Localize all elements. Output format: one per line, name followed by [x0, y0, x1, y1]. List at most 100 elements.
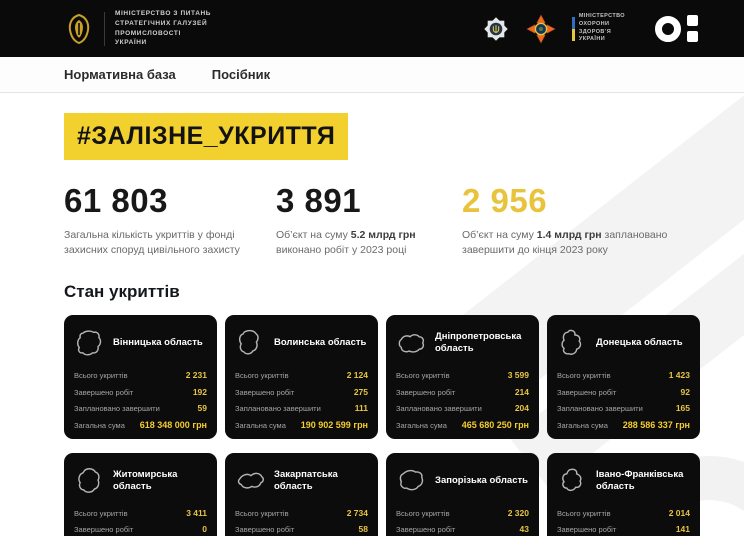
stat-number-accent: 2 956 [462, 182, 548, 219]
ministry-strategic-title: МІНІСТЕРСТВО З ПИТАНЬ СТРАТЕГІЧНИХ ГАЛУЗ… [115, 9, 211, 48]
stat-label: Всього укриттів [74, 508, 128, 518]
stat-label: Завершено робіт [74, 525, 134, 535]
region-stats: Всього укриттів 2 231 Завершено робіт 19… [74, 370, 207, 430]
region-card-header: Житомирська область [74, 461, 207, 501]
stat-label: Всього укриттів [557, 371, 611, 381]
stat-label: Всього укриттів [235, 371, 289, 381]
mia-octagram-emblem-icon[interactable] [482, 15, 510, 43]
stat-row-completed: Завершено робіт 192 [74, 387, 207, 397]
region-name: Волинська область [274, 337, 367, 349]
stat-row-total: Всього укриттів 2 124 [235, 370, 368, 380]
ministry-health-line: УКРАЇНИ [578, 36, 606, 43]
region-card-header: Запорізька область [396, 461, 529, 501]
stat-row-planned: Заплановано завершити 165 [557, 403, 690, 413]
region-card: Вінницька область Всього укриттів 2 231 … [64, 315, 217, 439]
stat-label: Завершено робіт [235, 525, 295, 535]
stat-number: 61 803 [64, 182, 168, 219]
stat-label: Загальна сума [396, 420, 447, 430]
ministry-strategic-logo[interactable]: МІНІСТЕРСТВО З ПИТАНЬ СТРАТЕГІЧНИХ ГАЛУЗ… [64, 9, 211, 48]
summary-stats: 61 803 Загальна кількість укриттів у фон… [64, 182, 744, 258]
region-card-header: Закарпатська область [235, 461, 368, 501]
region-card: Житомирська область Всього укриттів 3 41… [64, 452, 217, 536]
region-name: Івано-Франківська область [596, 468, 684, 492]
stat-row-completed: Завершено робіт 214 [396, 387, 529, 397]
region-map-icon [562, 468, 582, 491]
stat-label: Завершено робіт [235, 387, 295, 397]
strategic-industries-emblem-icon [68, 13, 90, 44]
region-card-header: Вінницька область [74, 323, 207, 363]
region-map-icon [399, 469, 424, 491]
stat-row-sum: Загальна сума 190 902 599 грн [235, 420, 368, 430]
stat-value: 92 [680, 386, 690, 397]
ministry-health-line: ЗДОРОВ’Я [578, 28, 612, 35]
stat-value: 2 231 [185, 370, 207, 381]
stat-value: 111 [354, 403, 368, 414]
stat-value: 618 348 000 грн [139, 419, 207, 430]
stat-value: 2 124 [346, 370, 368, 381]
stat-value: 43 [519, 524, 529, 535]
stat-row-sum: Загальна сума 288 586 337 грн [557, 420, 690, 430]
stat-row-completed: Завершено робіт 0 [74, 524, 207, 534]
ministry-strategic-line: СТРАТЕГІЧНИХ ГАЛУЗЕЙ [115, 19, 208, 27]
nav-item-handbook[interactable]: Посібник [211, 67, 271, 82]
o-ring-icon [655, 15, 681, 42]
stat-row-total: Всього укриттів 2 231 [74, 370, 207, 380]
stat-value: 465 680 250 грн [461, 419, 529, 430]
stat-row-completed: Завершено робіт 92 [557, 387, 690, 397]
ministry-health-line: ОХОРОНИ [578, 20, 610, 27]
stat-caption: Об’єкт на суму 1.4 млрд грн заплановано … [462, 229, 668, 257]
region-map-icon [561, 330, 582, 356]
stat-label: Всього укриттів [74, 371, 128, 381]
stat-planned-2023: 2 956 Об’єкт на суму 1.4 млрд грн заплан… [462, 182, 724, 258]
stat-row-completed: Завершено робіт 58 [235, 524, 368, 534]
stat-value: 141 [675, 524, 690, 535]
region-card-header: Донецька область [557, 323, 690, 363]
region-stats: Всього укриттів 2 320 Завершено робіт 43… [396, 508, 529, 536]
region-stats: Всього укриттів 3 411 Завершено робіт 0 … [74, 508, 207, 536]
stat-label: Заплановано завершити [235, 404, 321, 414]
stat-row-completed: Завершено робіт 141 [557, 524, 690, 534]
stat-label: Всього укриттів [396, 371, 450, 381]
region-map-icon [78, 468, 100, 493]
o-colon-logo-icon[interactable] [655, 15, 698, 42]
stat-value: 190 902 599 грн [300, 419, 368, 430]
region-card: Дніпропетровська область Всього укриттів… [386, 315, 539, 439]
top-header: МІНІСТЕРСТВО З ПИТАНЬ СТРАТЕГІЧНИХ ГАЛУЗ… [0, 0, 744, 57]
stat-value: 59 [197, 403, 207, 414]
stat-row-completed: Завершено робіт 43 [396, 524, 529, 534]
region-map-icon [77, 330, 102, 356]
region-card-header: Дніпропетровська область [396, 323, 529, 363]
stat-label: Загальна сума [74, 420, 125, 430]
region-card-header: Івано-Франківська область [557, 461, 690, 501]
ministry-strategic-line: ПРОМИСЛОВОСТІ [115, 29, 181, 37]
stat-value: 2 320 [507, 507, 529, 518]
ministry-health-logo[interactable]: МІНІСТЕРСТВО ОХОРОНИ ЗДОРОВ’Я УКРАЇНИ [571, 13, 625, 45]
stat-value: 2 014 [668, 507, 690, 518]
stat-label: Заплановано завершити [74, 404, 160, 414]
region-card: Донецька область Всього укриттів 1 423 З… [547, 315, 700, 439]
nav-item-normative-base[interactable]: Нормативна база [64, 67, 176, 82]
stat-completed-2023: 3 891 Об’єкт на суму 5.2 млрд грн викона… [276, 182, 462, 258]
dsns-cross-emblem-icon[interactable] [526, 13, 556, 44]
stat-label: Заплановано завершити [396, 404, 482, 414]
stat-label: Всього укриттів [235, 508, 289, 518]
region-card: Запорізька область Всього укриттів 2 320… [386, 452, 539, 536]
stat-row-total: Всього укриттів 3 411 [74, 508, 207, 518]
region-map-icon [238, 330, 259, 355]
stat-value: 58 [358, 524, 368, 535]
region-stats: Всього укриттів 3 599 Завершено робіт 21… [396, 370, 529, 430]
stat-label: Завершено робіт [74, 387, 134, 397]
stat-row-sum: Загальна сума 465 680 250 грн [396, 420, 529, 430]
section-title-shelter-state: Стан укриттів [64, 282, 180, 302]
main-content: #ЗАЛІЗНЕ_УКРИТТЯ 61 803 Загальна кількіс… [0, 93, 744, 536]
region-map-icon [237, 472, 264, 489]
region-stats: Всього укриттів 2 734 Завершено робіт 58… [235, 508, 368, 536]
stat-value: 1 423 [668, 370, 690, 381]
stat-label: Загальна сума [235, 420, 286, 430]
stat-label: Завершено робіт [557, 525, 617, 535]
ministry-strategic-line: МІНІСТЕРСТВО З ПИТАНЬ [115, 10, 212, 17]
ukraine-flag-bar-icon [571, 16, 575, 41]
region-name: Донецька область [596, 337, 683, 349]
stat-value: 165 [675, 403, 690, 414]
stat-label: Завершено робіт [557, 387, 617, 397]
